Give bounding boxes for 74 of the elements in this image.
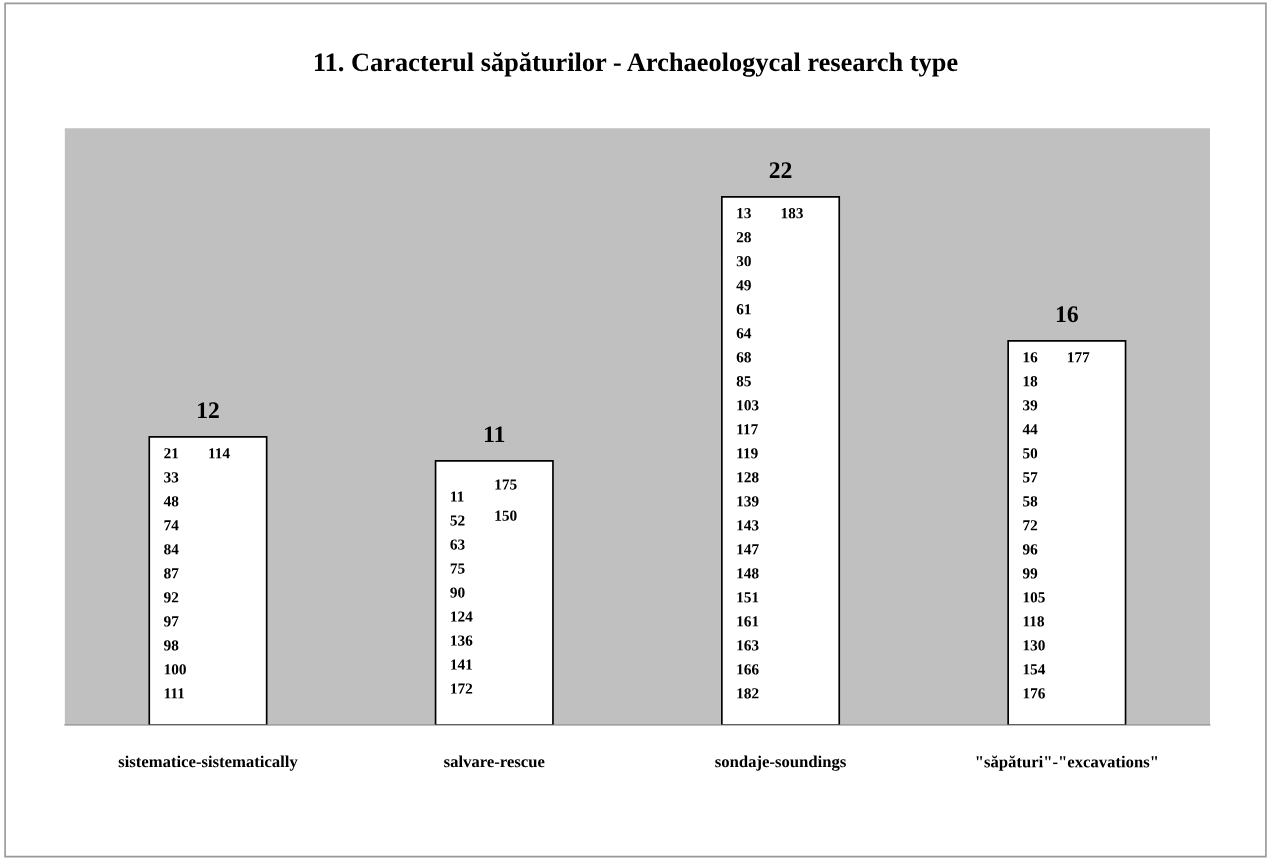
annotation: 84 [164, 544, 179, 555]
annotation: 58 [1023, 496, 1038, 507]
annotation: 150 [495, 510, 517, 521]
annotation: 72 [1023, 520, 1038, 531]
annotation: 100 [164, 664, 186, 675]
annotation: 148 [737, 568, 759, 579]
annotation: 39 [1023, 400, 1038, 411]
bar [721, 195, 841, 725]
x-tick-label: salvare-rescue [444, 755, 545, 768]
annotation: 98 [164, 640, 179, 651]
annotation: 111 [164, 688, 185, 699]
annotation: 166 [737, 664, 759, 675]
annotation: 50 [1023, 448, 1038, 459]
annotation: 161 [737, 616, 759, 627]
annotation: 11 [485, 426, 505, 442]
data-label: 16 [1023, 352, 1038, 363]
annotation: 124 [451, 611, 473, 622]
annotation: 99 [1022, 568, 1038, 579]
annotation: 85 [736, 376, 751, 387]
annotation: 18 [1023, 376, 1038, 387]
annotation: 118 [1023, 616, 1045, 627]
data-label: 11 [451, 491, 464, 502]
annotation: 147 [737, 544, 759, 555]
annotation: 30 [736, 256, 751, 267]
bar [434, 460, 554, 725]
annotation: 68 [736, 352, 751, 363]
annotation: 64 [736, 328, 752, 339]
data-label: 22 [769, 162, 792, 178]
x-tick-label: "săpături"-"excavations" [976, 755, 1158, 771]
annotation: 175 [495, 479, 517, 490]
annotation: 52 [450, 515, 465, 526]
annotation: 105 [1023, 592, 1045, 603]
annotation: 183 [781, 208, 803, 219]
bar [1007, 340, 1127, 725]
annotation: 128 [737, 472, 759, 483]
annotation: 48 [163, 496, 179, 507]
annotation: 103 [737, 400, 759, 411]
annotation: 16 [1056, 306, 1078, 323]
annotation: 141 [451, 659, 473, 670]
annotation: 172 [451, 683, 473, 694]
annotation: 177 [1068, 352, 1090, 363]
annotation: 57 [1023, 472, 1038, 483]
annotation: 130 [1023, 640, 1045, 651]
annotation: 21 [164, 448, 179, 459]
bar [148, 436, 268, 725]
annotation: 97 [164, 616, 179, 627]
annotation: 74 [164, 520, 179, 531]
annotation: 13 [737, 208, 751, 219]
annotation: 154 [1023, 664, 1046, 675]
annotation: 136 [451, 635, 473, 646]
chart-title: 11. Caracterul săpăturilor - Archaeologycal research type [314, 52, 958, 77]
x-tick-label: sondaje-soundings [715, 755, 846, 771]
annotation: 90 [450, 587, 465, 598]
annotation: 92 [164, 592, 179, 603]
annotation: 143 [737, 520, 759, 531]
annotation: 117 [737, 424, 758, 435]
annotation: 114 [209, 448, 230, 459]
annotation: 44 [1022, 424, 1038, 435]
annotation: 139 [737, 496, 759, 507]
annotation: 96 [1022, 544, 1038, 555]
annotation: 63 [450, 539, 465, 550]
annotation: 49 [736, 280, 751, 291]
annotation: 119 [737, 448, 758, 459]
data-label: 12 [198, 402, 219, 418]
annotation: 33 [164, 472, 179, 483]
annotation: 28 [736, 232, 751, 243]
annotation: 176 [1023, 688, 1045, 699]
annotation: 87 [164, 568, 179, 579]
annotation: 163 [737, 640, 759, 651]
annotation: 75 [450, 563, 465, 574]
annotation: 61 [736, 304, 751, 315]
x-tick-label: sistematice-sistematically [118, 755, 298, 771]
annotation: 151 [737, 592, 759, 603]
annotation: 182 [737, 688, 759, 699]
